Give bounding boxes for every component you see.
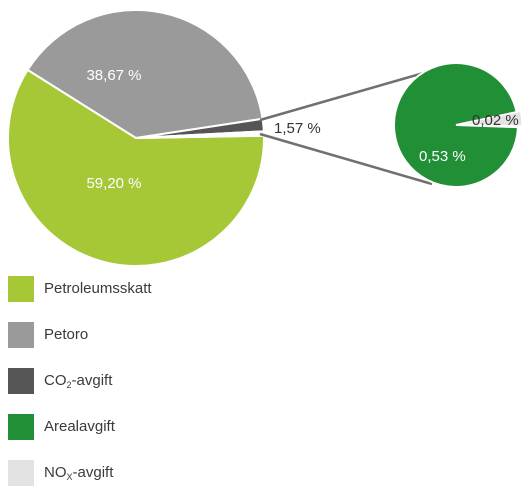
legend-label: Arealavgift [44,418,115,435]
data-label-petroleumsskatt: 59,20 % [86,175,141,192]
legend-item-petroleumsskatt: Petroleumsskatt [8,274,308,320]
legend-label: NOX-avgift [44,464,114,482]
legend-item-arealavgift: Arealavgift [8,412,308,458]
legend-label: CO2-avgift [44,372,113,390]
connector-line-top [259,68,435,122]
data-label-petoro: 38,67 % [86,67,141,84]
data-label-nox-avgift: 0,02 % [472,112,519,129]
legend-item-nox-avgift: NOX-avgift [8,458,308,504]
connector-line-bottom [259,132,433,186]
data-labels: 38,67 % 59,20 % 1,57 % 0,53 % 0,02 % [86,67,518,192]
legend-item-petoro: Petoro [8,320,308,366]
legend-swatch [8,368,34,394]
pie-slice-arealavgift [393,61,519,188]
main-pie [7,9,265,267]
pie-slice-nox-avgift [459,110,523,127]
legend: Petroleumsskatt Petoro CO2-avgift Areala… [8,274,308,504]
pie-chart: 38,67 % 59,20 % 1,57 % 0,53 % 0,02 % [7,9,523,267]
legend-swatch [8,460,34,486]
legend-item-co2-avgift: CO2-avgift [8,366,308,412]
legend-label: Petroleumsskatt [44,280,152,297]
data-label-co2-avgift: 1,57 % [274,120,321,137]
pie-slice-petoro [26,9,264,140]
data-label-arealavgift: 0,53 % [419,148,466,165]
secondary-pie [393,61,523,188]
legend-swatch [8,276,34,302]
legend-swatch [8,322,34,348]
legend-swatch [8,414,34,440]
pie-slice-petroleumsskatt [7,68,265,267]
legend-label: Petoro [44,326,89,343]
connector-lines [259,68,435,186]
